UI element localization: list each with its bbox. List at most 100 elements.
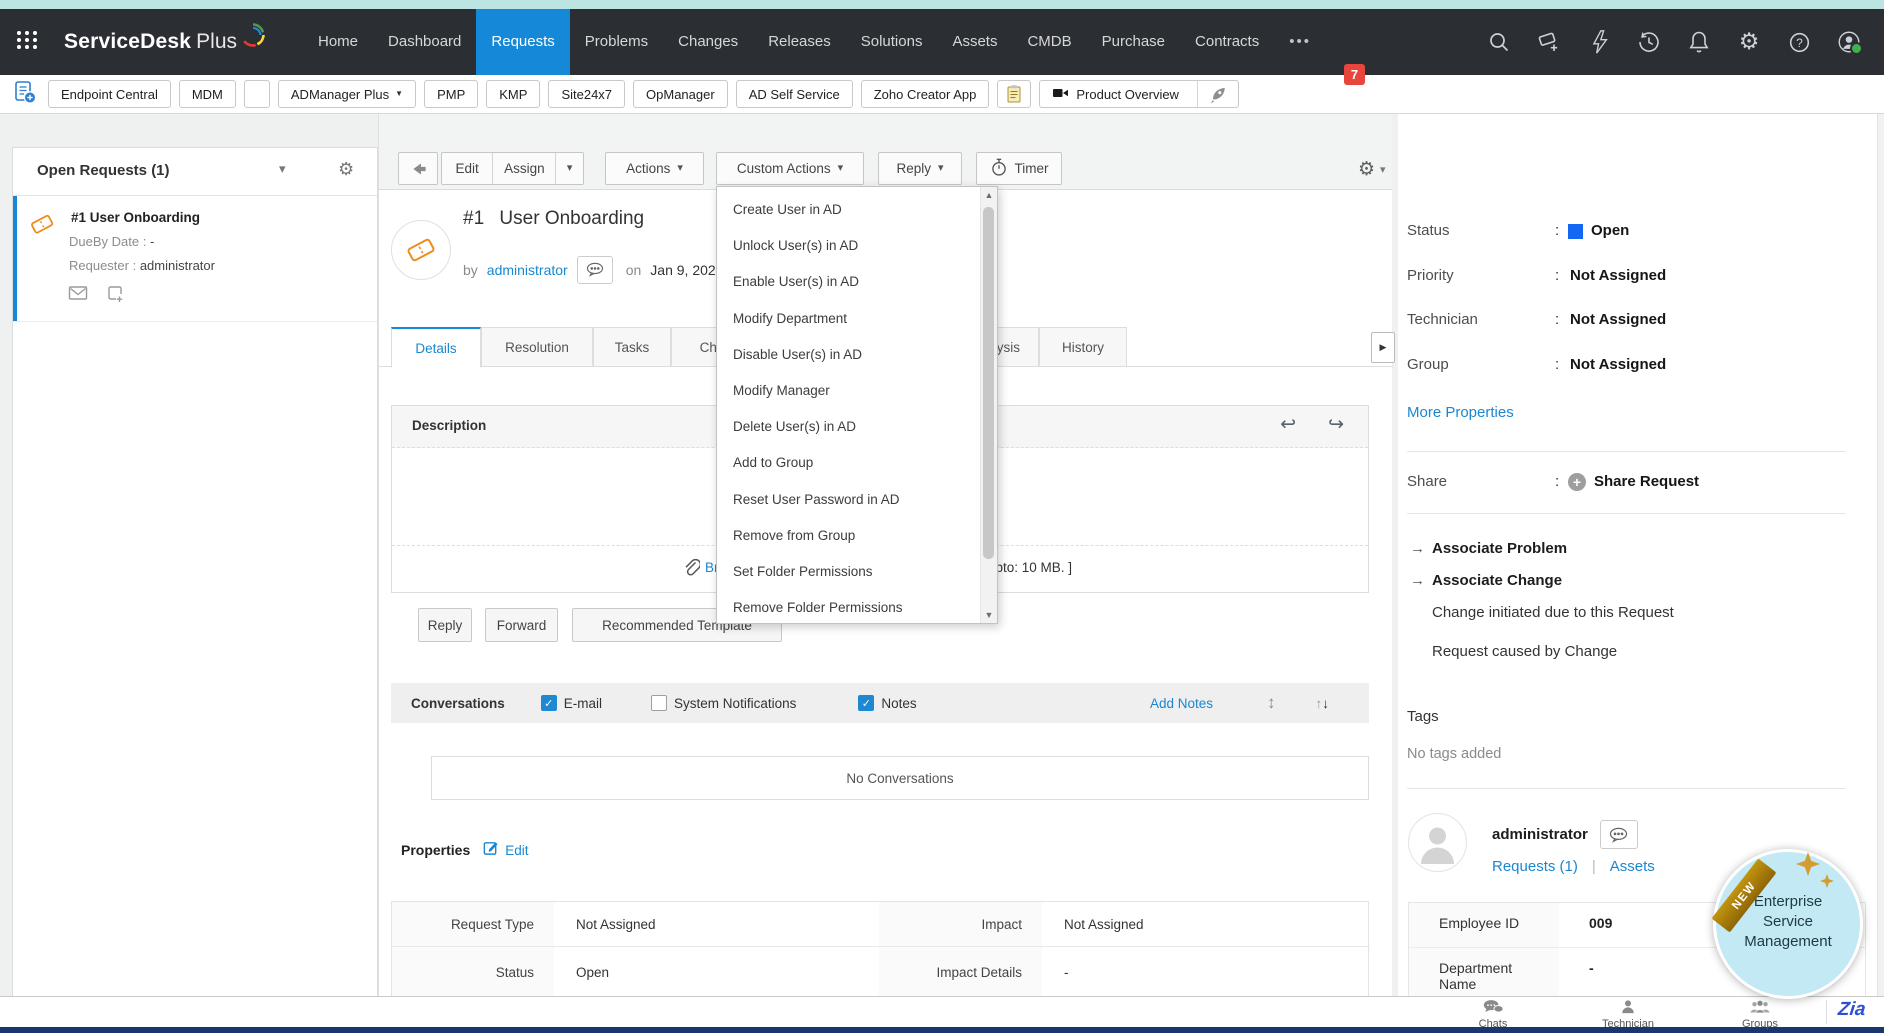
assign-chevron-down-icon[interactable]: ▾ [555,153,583,184]
view-settings-control[interactable]: ⚙ ▾ [1358,158,1386,180]
tab-history[interactable]: History [1039,327,1127,367]
menu-item-unlock-users-in-ad[interactable]: Unlock User(s) in AD [733,238,859,254]
technician-button[interactable]: Technician [1596,999,1660,1030]
product-overview-button[interactable]: Product Overview [1040,81,1191,107]
chats-button[interactable]: Chats [1461,999,1525,1030]
system-notifications-checkbox[interactable] [651,695,668,711]
requester-link[interactable]: administrator [486,261,568,278]
nav-item-problems[interactable]: Problems [584,33,649,50]
associate-change-link[interactable]: Associate Change [1432,572,1563,589]
redo-icon[interactable]: ↪ [1328,414,1344,435]
menu-scrollbar[interactable]: ▲ ▼ [980,187,997,623]
reply-button[interactable]: Reply [418,608,472,642]
brand-logo[interactable]: ServiceDesk Plus [64,22,267,54]
scroll-down-icon[interactable]: ▼ [984,610,994,620]
sort-order-icon[interactable]: ↑↓ [1315,695,1330,711]
add-request-icon[interactable] [1536,29,1562,55]
menu-item-remove-from-group[interactable]: Remove from Group [733,527,856,543]
notes-checkbox[interactable]: ✓ [858,695,875,711]
tabs-scroll-next-icon[interactable]: ▶ [1371,332,1395,363]
menu-item-remove-folder-permissions[interactable]: Remove Folder Permissions [733,600,903,616]
quickbar-tab-pmp[interactable]: PMP [424,80,479,108]
more-properties-link[interactable]: More Properties [1407,404,1514,421]
share-request-link[interactable]: Share Request [1594,473,1700,490]
nav-item-assets[interactable]: Assets [952,33,998,50]
nav-item-dashboard[interactable]: Dashboard [388,33,462,50]
whats-new-count-badge[interactable]: 7 [1344,64,1365,85]
reply-dropdown-button[interactable]: Reply ▾ [878,152,962,185]
menu-item-delete-users-in-ad[interactable]: Delete User(s) in AD [733,419,857,435]
nav-item-changes[interactable]: Changes [678,33,739,50]
nav-item-releases[interactable]: Releases [768,33,831,50]
nav-item-cmdb[interactable]: CMDB [1027,33,1072,50]
requester-assets-link[interactable]: Assets [1609,858,1655,875]
enterprise-service-management-badge[interactable]: NEW Enterprise Service Management [1711,849,1863,999]
menu-item-enable-users-in-ad[interactable]: Enable User(s) in AD [733,274,860,290]
notifications-bell-icon[interactable] [1686,29,1712,55]
quickbar-tab-opmanager[interactable]: OpManager [633,80,728,108]
requester-chat-button[interactable] [1599,820,1638,849]
nav-item-home[interactable]: Home [318,33,359,50]
quickbar-tab-mdm[interactable]: MDM [178,80,236,108]
menu-item-add-to-group[interactable]: Add to Group [733,455,814,471]
nav-more-icon[interactable]: ••• [1289,33,1311,50]
list-settings-gear-icon[interactable]: ⚙ [338,159,355,180]
menu-item-disable-users-in-ad[interactable]: Disable User(s) in AD [733,346,863,362]
tab-resolution[interactable]: Resolution [481,327,593,367]
associate-problem-link[interactable]: Associate Problem [1432,540,1568,557]
timer-button[interactable]: Timer [976,152,1062,185]
requester-chat-button[interactable] [576,255,613,284]
filter-chevron-down-icon[interactable]: ▾ [279,161,286,176]
back-button[interactable] [398,152,438,185]
edit-button[interactable]: Edit [455,161,479,176]
quickbar-tab-zoho-creator-app[interactable]: Zoho Creator App [860,80,990,108]
nav-item-requests[interactable]: Requests [476,9,570,75]
custom-actions-dropdown-button[interactable]: Custom Actions ▾ [716,152,864,185]
actions-dropdown-button[interactable]: Actions ▾ [605,152,704,185]
search-icon[interactable] [1486,29,1512,55]
scroll-up-icon[interactable]: ▲ [984,190,994,200]
page-scrollbar[interactable] [1877,114,1884,997]
menu-item-set-folder-permissions[interactable]: Set Folder Permissions [733,564,873,580]
quickbar-tab-ad-self-service[interactable]: AD Self Service [735,80,853,108]
settings-gear-icon[interactable]: ⚙ [1738,29,1760,55]
forward-button[interactable]: Forward [485,608,558,642]
menu-item-modify-manager[interactable]: Modify Manager [733,383,830,399]
quickbar-tab-site24x7[interactable]: Site24x7 [548,80,626,108]
scrollbar-thumb[interactable] [983,207,994,559]
request-caused-link[interactable]: Request caused by Change [1432,643,1618,660]
new-request-doc-icon[interactable] [12,79,38,110]
help-icon[interactable]: ? [1786,29,1812,55]
nav-item-solutions[interactable]: Solutions [860,33,923,50]
requester-requests-link[interactable]: Requests (1) [1492,858,1578,875]
lightning-icon[interactable] [1586,29,1612,55]
email-checkbox[interactable]: ✓ [540,695,557,711]
request-list-item[interactable]: #1 User Onboarding DueBy Date : - Reques… [13,196,377,322]
share-plus-icon[interactable]: + [1568,473,1586,491]
menu-item-modify-department[interactable]: Modify Department [733,310,848,326]
release-notes-clipboard-icon[interactable] [997,80,1032,108]
change-initiated-link[interactable]: Change initiated due to this Request [1432,604,1674,621]
menu-item-create-user-in-ad[interactable]: Create User in AD [733,202,842,217]
quickbar-tab-advanced-analytics[interactable]: Advanced Analytics [243,80,270,108]
whats-new-rocket-icon[interactable] [1196,81,1238,107]
user-avatar[interactable] [1836,29,1863,55]
app-grid-icon[interactable] [14,27,40,58]
request-filter-title[interactable]: Open Requests (1) [37,162,170,179]
expand-collapse-icon[interactable]: ↕ [1267,693,1276,712]
assign-button[interactable]: Assign [492,153,555,184]
tab-details[interactable]: Details [391,327,481,368]
quickbar-tab-admanager-plus[interactable]: ADManager Plus ▼ [277,80,417,108]
quickbar-tab-kmp[interactable]: KMP [486,80,541,108]
tab-tasks[interactable]: Tasks [593,327,671,367]
add-notes-link[interactable]: Add Notes [1149,695,1213,711]
nav-item-contracts[interactable]: Contracts [1195,33,1260,50]
history-icon[interactable] [1636,29,1662,55]
menu-item-reset-user-password-in-ad[interactable]: Reset User Password in AD [733,491,900,507]
nav-item-purchase[interactable]: Purchase [1101,33,1166,50]
edit-properties-button[interactable]: Edit [482,839,529,861]
undo-icon[interactable]: ↩ [1280,414,1296,435]
zia-assistant-button[interactable]: Zia [1836,999,1867,1020]
quickbar-tab-endpoint-central[interactable]: Endpoint Central [48,80,171,108]
groups-button[interactable]: Groups [1728,999,1792,1030]
